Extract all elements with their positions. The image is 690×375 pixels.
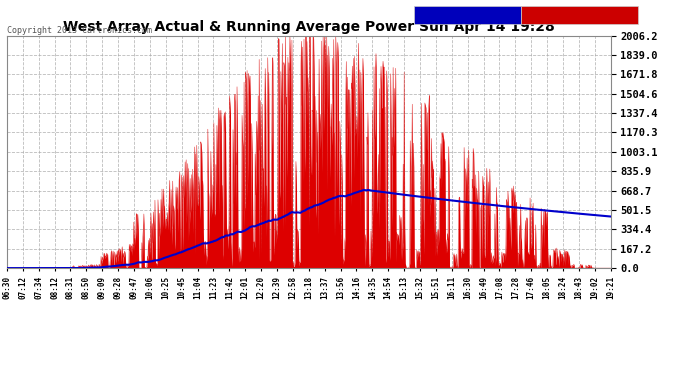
Text: West Array  (DC Watts): West Array (DC Watts) [529,11,631,20]
Text: Copyright 2013 Cartronics.com: Copyright 2013 Cartronics.com [7,26,152,35]
Title: West Array Actual & Running Average Power Sun Apr 14 19:28: West Array Actual & Running Average Powe… [63,21,555,34]
Text: Average  (DC Watts): Average (DC Watts) [423,11,511,20]
